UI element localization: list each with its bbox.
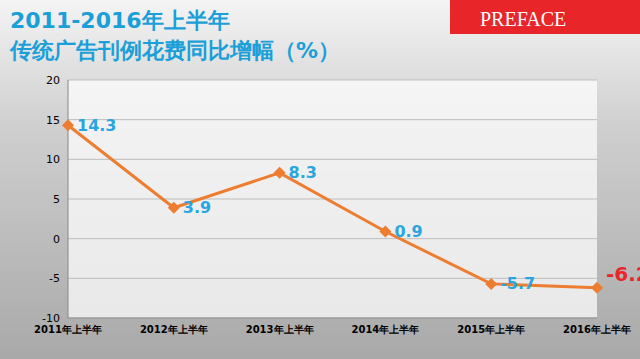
svg-text:14.3: 14.3 bbox=[77, 116, 116, 135]
svg-text:5: 5 bbox=[53, 193, 60, 206]
svg-text:2011年上半年: 2011年上半年 bbox=[34, 324, 102, 335]
svg-text:2016年上半年: 2016年上半年 bbox=[563, 324, 631, 335]
svg-text:10: 10 bbox=[46, 153, 60, 166]
html-text:PREFACE: PREFACE bbox=[480, 8, 567, 30]
svg-text:8.3: 8.3 bbox=[289, 163, 317, 182]
svg-text:-5: -5 bbox=[49, 272, 60, 285]
svg-text:2014年上半年: 2014年上半年 bbox=[351, 324, 419, 335]
html-text:传统广告刊例花费同比增幅（%）: 传统广告刊例花费同比增幅（%） bbox=[10, 38, 340, 63]
html-text:2011-2016年上半年: 2011-2016年上半年 bbox=[10, 8, 230, 33]
svg-text:3.9: 3.9 bbox=[183, 198, 211, 217]
svg-text:2013年上半年: 2013年上半年 bbox=[246, 324, 314, 335]
svg-text:15: 15 bbox=[46, 114, 60, 127]
svg-text:0: 0 bbox=[53, 233, 60, 246]
svg-text:2012年上半年: 2012年上半年 bbox=[140, 324, 208, 335]
svg-text:0.9: 0.9 bbox=[394, 222, 422, 241]
svg-text:20: 20 bbox=[46, 74, 60, 87]
svg-text:-6.2: -6.2 bbox=[606, 262, 632, 286]
svg-text:-10: -10 bbox=[42, 312, 60, 325]
svg-text:-5.7: -5.7 bbox=[500, 274, 535, 293]
svg-text:2015年上半年: 2015年上半年 bbox=[457, 324, 525, 335]
